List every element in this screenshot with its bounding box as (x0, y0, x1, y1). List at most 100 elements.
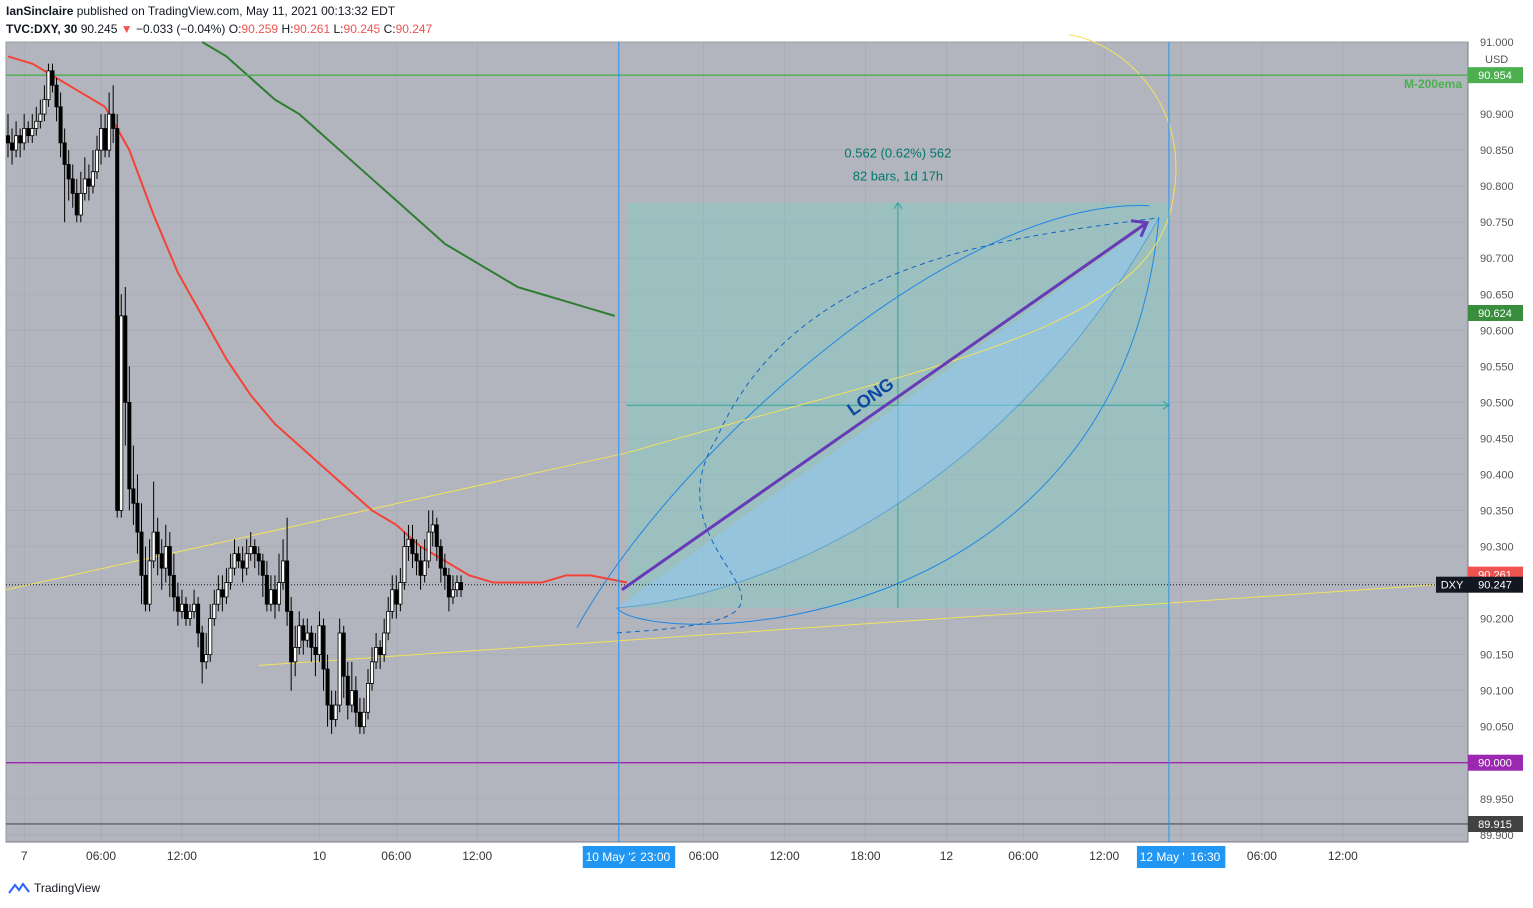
candle-81 (333, 690, 338, 727)
close-value: 90.247 (395, 22, 433, 36)
candle-body (228, 567, 233, 583)
time-badge-text: 23:00 (640, 850, 670, 864)
candle-body (349, 690, 354, 706)
candle-106 (434, 517, 439, 561)
candle-12 (54, 78, 59, 122)
candle-53 (220, 575, 225, 612)
candle-body (268, 589, 273, 605)
candle-109 (446, 568, 451, 612)
price-badge-1: 90.624 (1468, 304, 1523, 321)
candle-97 (398, 568, 403, 612)
candle-15 (66, 150, 71, 201)
candle-body (111, 113, 116, 129)
candle-body (50, 70, 55, 86)
candle-48 (200, 625, 205, 684)
candle-body (208, 618, 213, 656)
candle-body (386, 610, 391, 634)
candle-103 (422, 539, 427, 583)
candle-body (232, 553, 237, 569)
candle-23 (99, 114, 104, 165)
candle-body (192, 603, 197, 612)
candle-99 (406, 524, 411, 561)
candle-21 (90, 150, 95, 194)
y-tick-label-11: 90.400 (1480, 469, 1514, 481)
candle-body (422, 560, 427, 576)
candle-body (341, 632, 346, 677)
candle-body (78, 192, 83, 216)
candle-body (285, 560, 290, 612)
candle-2 (14, 121, 19, 158)
candle-body (418, 560, 423, 576)
candle-4 (22, 114, 27, 151)
candle-body (163, 546, 168, 569)
candle-55 (228, 553, 233, 590)
candle-32 (135, 474, 140, 554)
y-tick-label-18: 90.050 (1480, 722, 1514, 734)
candle-body (402, 546, 407, 583)
x-tick-label-9: 12 (940, 849, 954, 863)
candle-37 (155, 517, 160, 576)
price-chart[interactable]: 91.000 90.900 90.850 90.800 90.750 90.700 90.6… (0, 0, 1533, 880)
candle-body (236, 553, 241, 562)
candle-body (159, 553, 164, 569)
candle-16 (70, 164, 75, 208)
candle-100 (410, 524, 415, 569)
y-tick-label-0: 91.000 (1480, 37, 1514, 49)
candle-8 (38, 99, 43, 129)
candle-73 (301, 618, 306, 655)
low-value: 90.245 (343, 22, 381, 36)
candle-39 (163, 524, 168, 583)
x-tick-label-10: 06:00 (1008, 849, 1038, 863)
candle-body (115, 128, 120, 511)
candle-body (361, 711, 366, 728)
x-tick-label-14: 12:00 (1328, 849, 1358, 863)
candle-body (147, 560, 152, 605)
candle-body (224, 582, 229, 598)
range-arrow-up (893, 201, 903, 209)
candle-52 (216, 575, 221, 612)
candle-body (103, 128, 108, 151)
candle-body (277, 582, 282, 605)
y-tick-label-2: 90.850 (1480, 145, 1514, 157)
candle-65 (268, 575, 273, 612)
x-tick-label-1: 06:00 (86, 849, 116, 863)
y-tick-label-13: 90.300 (1480, 542, 1514, 554)
time-badge-bg (1136, 846, 1201, 868)
candle-body (450, 589, 455, 598)
candle-33 (139, 503, 144, 605)
trendline-lower (258, 582, 1469, 666)
time-badge-bg (635, 846, 676, 868)
candle-7 (34, 106, 39, 136)
candle-body (301, 625, 306, 641)
author-name[interactable]: IanSinclaire (6, 4, 74, 18)
candle-47 (196, 596, 201, 648)
candle-body (188, 610, 193, 619)
y-tick-label-6: 90.650 (1480, 289, 1514, 301)
hline-label-0: M-200ema (1404, 77, 1462, 91)
candle-86 (353, 676, 358, 727)
projection-curve-lower (616, 217, 1160, 609)
candle-0 (6, 114, 11, 158)
candle-body (337, 632, 342, 706)
candle-body (22, 128, 27, 144)
publish-date: published on TradingView.com, May 11, 20… (76, 4, 396, 18)
candle-body (216, 589, 221, 605)
candle-63 (260, 553, 265, 597)
candle-body (46, 70, 51, 101)
candle-body (297, 625, 302, 648)
time-badge-0: 10 May '21 (582, 846, 647, 868)
plot-background (5, 41, 1469, 843)
price-badge-value: 90.954 (1478, 70, 1512, 82)
y-tick-label-19: 89.950 (1480, 794, 1514, 806)
candle-17 (74, 178, 79, 223)
candle-body (398, 582, 403, 605)
candle-89 (366, 669, 371, 720)
candle-body (183, 603, 188, 619)
tradingview-footer[interactable]: TradingView (8, 881, 100, 895)
candle-body (244, 553, 249, 569)
price-badge-bg (1468, 67, 1523, 84)
candle-1 (10, 128, 15, 165)
candle-93 (382, 618, 387, 662)
candle-body (66, 164, 71, 180)
candle-56 (232, 539, 237, 576)
